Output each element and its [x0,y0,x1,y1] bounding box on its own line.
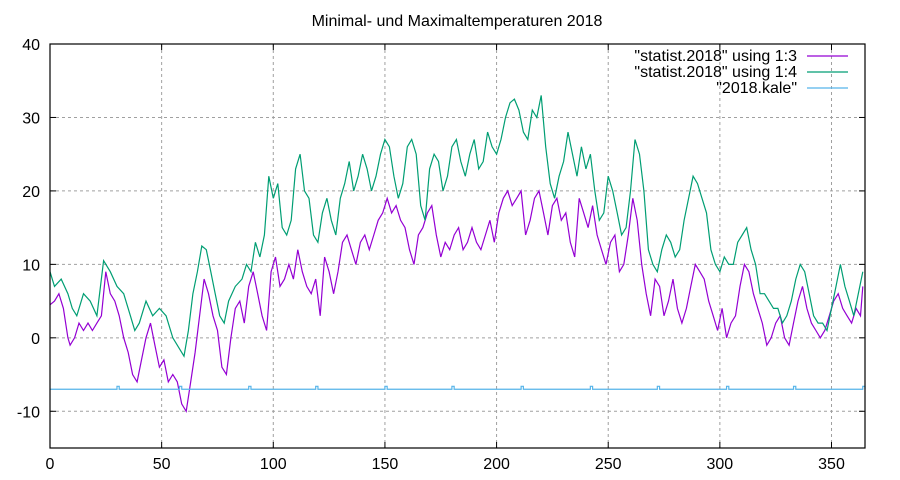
y-tick-label: 40 [22,37,40,54]
y-tick-label: 30 [22,110,40,127]
series-line [49,95,864,358]
y-tick-label: -10 [17,404,40,421]
legend-label: "2018.kale" [716,80,797,97]
legend-item: "statist.2018" using 1:3 [634,48,848,65]
y-tick-label: 10 [22,257,40,274]
x-tick-label: 50 [153,456,171,473]
series-line [49,189,864,414]
legend-item: "statist.2018" using 1:4 [634,64,848,81]
series-max-temperature [49,95,864,358]
x-tick-label: 200 [483,456,510,473]
series-group [49,95,866,414]
x-tick-label: 250 [595,456,622,473]
series-calendar [50,385,866,390]
x-tick-label: 150 [372,456,399,473]
legend: "statist.2018" using 1:3"statist.2018" u… [634,48,848,97]
plot-frame [49,43,866,449]
legend-item: "2018.kale" [716,80,848,97]
chart-title: Minimal- und Maximaltemperaturen 2018 [312,13,603,30]
series-min-temperature [49,189,864,414]
y-tick-label: 20 [22,184,40,201]
legend-label: "statist.2018" using 1:4 [634,64,797,81]
axes: -10 0 10 20 30 40 0 50 100 150 200 250 300 350 [17,37,865,473]
x-tick-label: 100 [260,456,287,473]
x-tick-label: 0 [46,456,55,473]
series-line [50,385,866,390]
x-tick-label: 350 [818,456,845,473]
legend-label: "statist.2018" using 1:3 [634,48,797,65]
grid [50,44,865,448]
x-tick-label: 300 [707,456,734,473]
y-tick-label: 0 [31,331,40,348]
